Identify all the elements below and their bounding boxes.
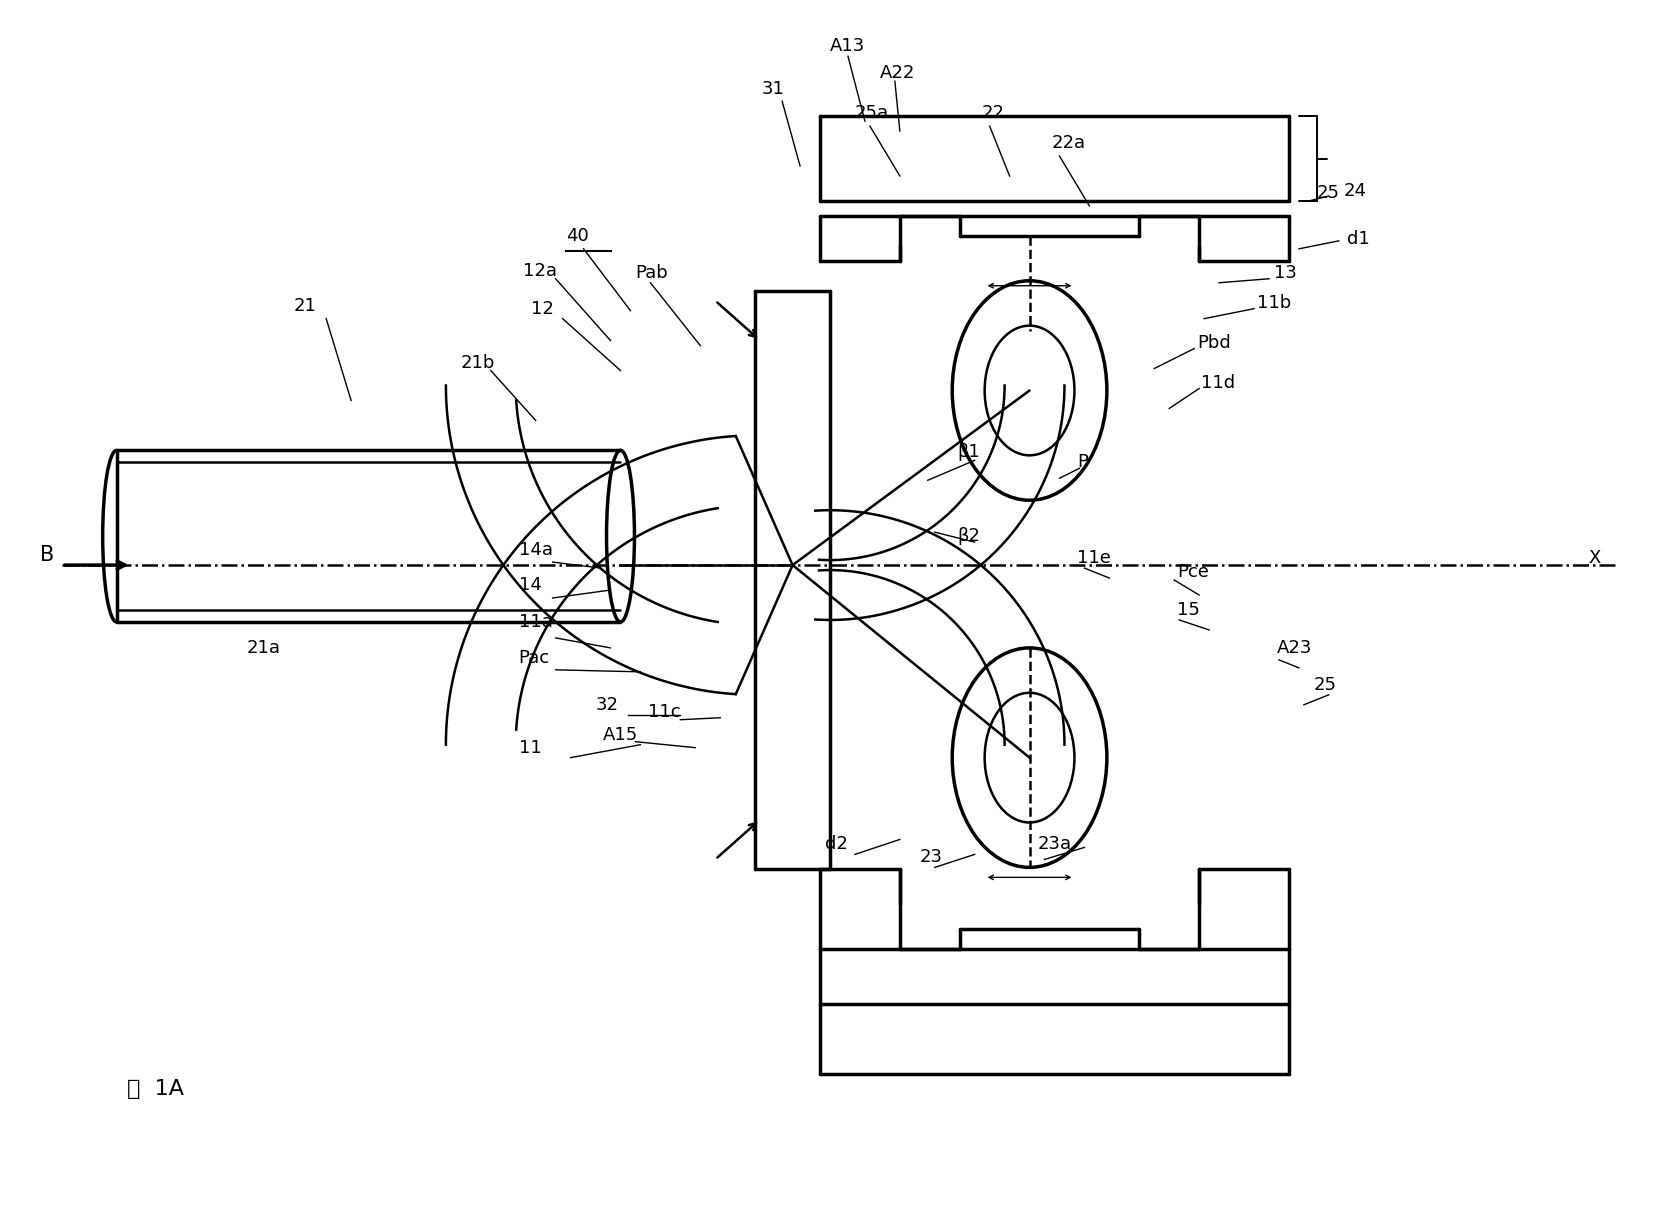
Text: Pbd: Pbd (1197, 334, 1230, 352)
Text: 11a: 11a (518, 613, 552, 631)
Text: Pac: Pac (518, 648, 550, 666)
Text: 21: 21 (293, 296, 317, 315)
Text: 23a: 23a (1037, 835, 1072, 853)
Text: 12: 12 (530, 300, 553, 318)
Text: 14a: 14a (518, 541, 553, 559)
Text: 12a: 12a (523, 261, 557, 280)
Text: Pce: Pce (1177, 563, 1209, 581)
Text: X: X (1589, 549, 1600, 568)
Text: 21a: 21a (247, 639, 280, 657)
Text: 22: 22 (982, 104, 1005, 122)
Text: 14: 14 (518, 576, 542, 594)
Text: 11e: 11e (1077, 549, 1112, 568)
Text: 25: 25 (1317, 184, 1340, 202)
Text: 40: 40 (565, 227, 588, 245)
Text: β2: β2 (959, 527, 980, 545)
Text: 21b: 21b (460, 353, 495, 371)
Text: 11d: 11d (1202, 374, 1235, 392)
Text: 32: 32 (595, 695, 618, 713)
Text: 13: 13 (1274, 264, 1297, 282)
Text: 图  1A: 图 1A (127, 1078, 183, 1099)
Text: 25a: 25a (855, 104, 889, 122)
Text: B: B (40, 545, 53, 565)
Text: A22: A22 (880, 64, 915, 82)
Text: d2: d2 (825, 835, 849, 853)
Text: 31: 31 (762, 81, 785, 98)
Text: 25: 25 (1314, 676, 1337, 694)
Text: d1: d1 (1347, 230, 1370, 248)
Text: 11b: 11b (1257, 294, 1292, 312)
Text: β1: β1 (959, 443, 980, 462)
Text: A23: A23 (1277, 639, 1312, 657)
Text: Pab: Pab (635, 264, 668, 282)
Text: 11c: 11c (648, 703, 682, 721)
Text: P: P (1077, 453, 1089, 471)
Text: A13: A13 (830, 37, 865, 55)
Text: 11: 11 (518, 739, 542, 757)
Text: 22a: 22a (1052, 134, 1085, 152)
Text: 24: 24 (1344, 182, 1367, 200)
Text: 15: 15 (1177, 601, 1200, 619)
Text: 23: 23 (920, 848, 944, 866)
Text: A15: A15 (602, 725, 638, 743)
